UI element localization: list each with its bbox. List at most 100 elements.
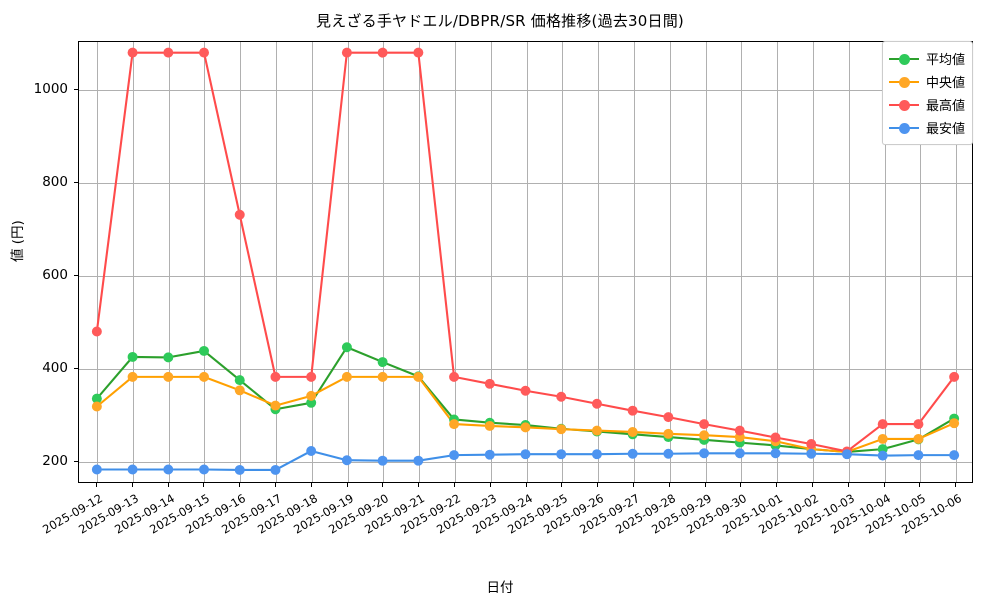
data-point-marker (520, 385, 531, 396)
data-point-marker (91, 393, 102, 404)
data-point-marker (877, 450, 888, 461)
data-point-marker (306, 397, 317, 408)
legend-swatch-icon (889, 121, 919, 135)
gridline-vertical (848, 42, 850, 482)
data-point-marker (591, 425, 602, 436)
data-point-marker (413, 47, 424, 58)
data-point-marker (699, 430, 710, 441)
x-tick-mark (955, 483, 957, 487)
gridline-vertical (204, 42, 206, 482)
data-point-marker (877, 433, 888, 444)
gridline-horizontal (79, 182, 972, 184)
data-point-marker (127, 464, 138, 475)
gridline-vertical (562, 42, 564, 482)
legend-item-3[interactable]: 最安値 (889, 116, 965, 139)
data-point-marker (306, 371, 317, 382)
data-point-marker (770, 432, 781, 443)
gridline-horizontal (79, 369, 972, 371)
y-tick-label: 200 (42, 453, 68, 470)
data-point-marker (127, 47, 138, 58)
data-point-marker (591, 449, 602, 460)
data-point-marker (663, 412, 674, 423)
gridline-vertical (526, 42, 528, 482)
x-tick-mark (561, 483, 563, 487)
data-point-marker (234, 209, 245, 220)
data-point-marker (663, 448, 674, 459)
series-line-0 (95, 346, 956, 453)
y-axis-label: 値 (円) (10, 220, 26, 262)
data-point-marker (520, 422, 531, 433)
data-point-marker (341, 342, 352, 353)
data-point-marker (484, 449, 495, 460)
data-point-marker (699, 419, 710, 430)
y-tick-mark (74, 368, 78, 370)
x-tick-mark (382, 483, 384, 487)
data-point-marker (270, 371, 281, 382)
data-point-marker (520, 449, 531, 460)
data-point-marker (949, 450, 960, 461)
data-point-marker (199, 47, 210, 58)
data-point-marker (91, 464, 102, 475)
x-tick-mark (167, 483, 169, 487)
data-point-marker (306, 390, 317, 401)
x-tick-mark (453, 483, 456, 487)
x-tick-mark (883, 483, 885, 487)
gridline-vertical (168, 42, 170, 482)
x-tick-mark (525, 483, 527, 487)
x-tick-mark (489, 483, 491, 487)
data-point-marker (163, 464, 174, 475)
x-tick-mark (203, 483, 205, 487)
data-point-marker (663, 428, 674, 439)
data-point-marker (484, 378, 495, 389)
gridline-vertical (132, 42, 134, 482)
gridline-vertical (275, 42, 277, 482)
legend-item-0[interactable]: 平均値 (889, 47, 965, 70)
gridline-vertical (454, 42, 456, 482)
data-point-marker (913, 450, 924, 461)
gridline-vertical (741, 42, 743, 482)
data-point-marker (734, 425, 745, 436)
gridline-vertical (96, 42, 98, 482)
data-point-marker (627, 427, 638, 437)
data-point-marker (841, 449, 852, 460)
data-point-marker (413, 371, 424, 382)
data-point-marker (306, 445, 317, 456)
data-point-marker (341, 455, 352, 466)
data-point-marker (127, 371, 138, 382)
gridline-vertical (920, 42, 922, 482)
gridline-vertical (956, 42, 958, 482)
data-point-marker (377, 357, 388, 368)
x-axis-label: 日付 (486, 580, 514, 596)
data-point-marker (877, 419, 888, 430)
data-point-marker (199, 464, 210, 475)
data-point-marker (627, 405, 638, 416)
legend-item-1[interactable]: 中央値 (889, 70, 965, 93)
data-point-marker (234, 464, 245, 475)
data-point-marker (734, 448, 745, 459)
legend-label: 最高値 (926, 99, 966, 114)
gridline-vertical (240, 42, 242, 482)
x-tick-mark (310, 483, 312, 487)
data-point-marker (556, 424, 567, 435)
legend-label: 平均値 (926, 53, 966, 68)
data-point-marker (591, 398, 602, 409)
data-point-marker (341, 47, 352, 58)
x-tick-mark (919, 483, 921, 487)
legend-item-2[interactable]: 最高値 (889, 93, 965, 116)
data-point-marker (127, 351, 138, 362)
gridline-vertical (777, 42, 779, 482)
data-point-marker (234, 375, 245, 386)
data-point-marker (270, 400, 281, 411)
gridline-horizontal (79, 89, 972, 91)
gridline-horizontal (79, 276, 972, 278)
x-tick-mark (274, 483, 277, 487)
x-tick-mark (632, 483, 635, 487)
legend-swatch-icon (889, 75, 919, 89)
gridline-vertical (812, 42, 814, 482)
x-tick-mark (847, 483, 849, 487)
data-point-marker (413, 455, 424, 466)
gridline-vertical (311, 42, 313, 482)
data-point-marker (556, 449, 567, 460)
data-point-marker (91, 401, 102, 412)
data-point-marker (163, 47, 174, 58)
